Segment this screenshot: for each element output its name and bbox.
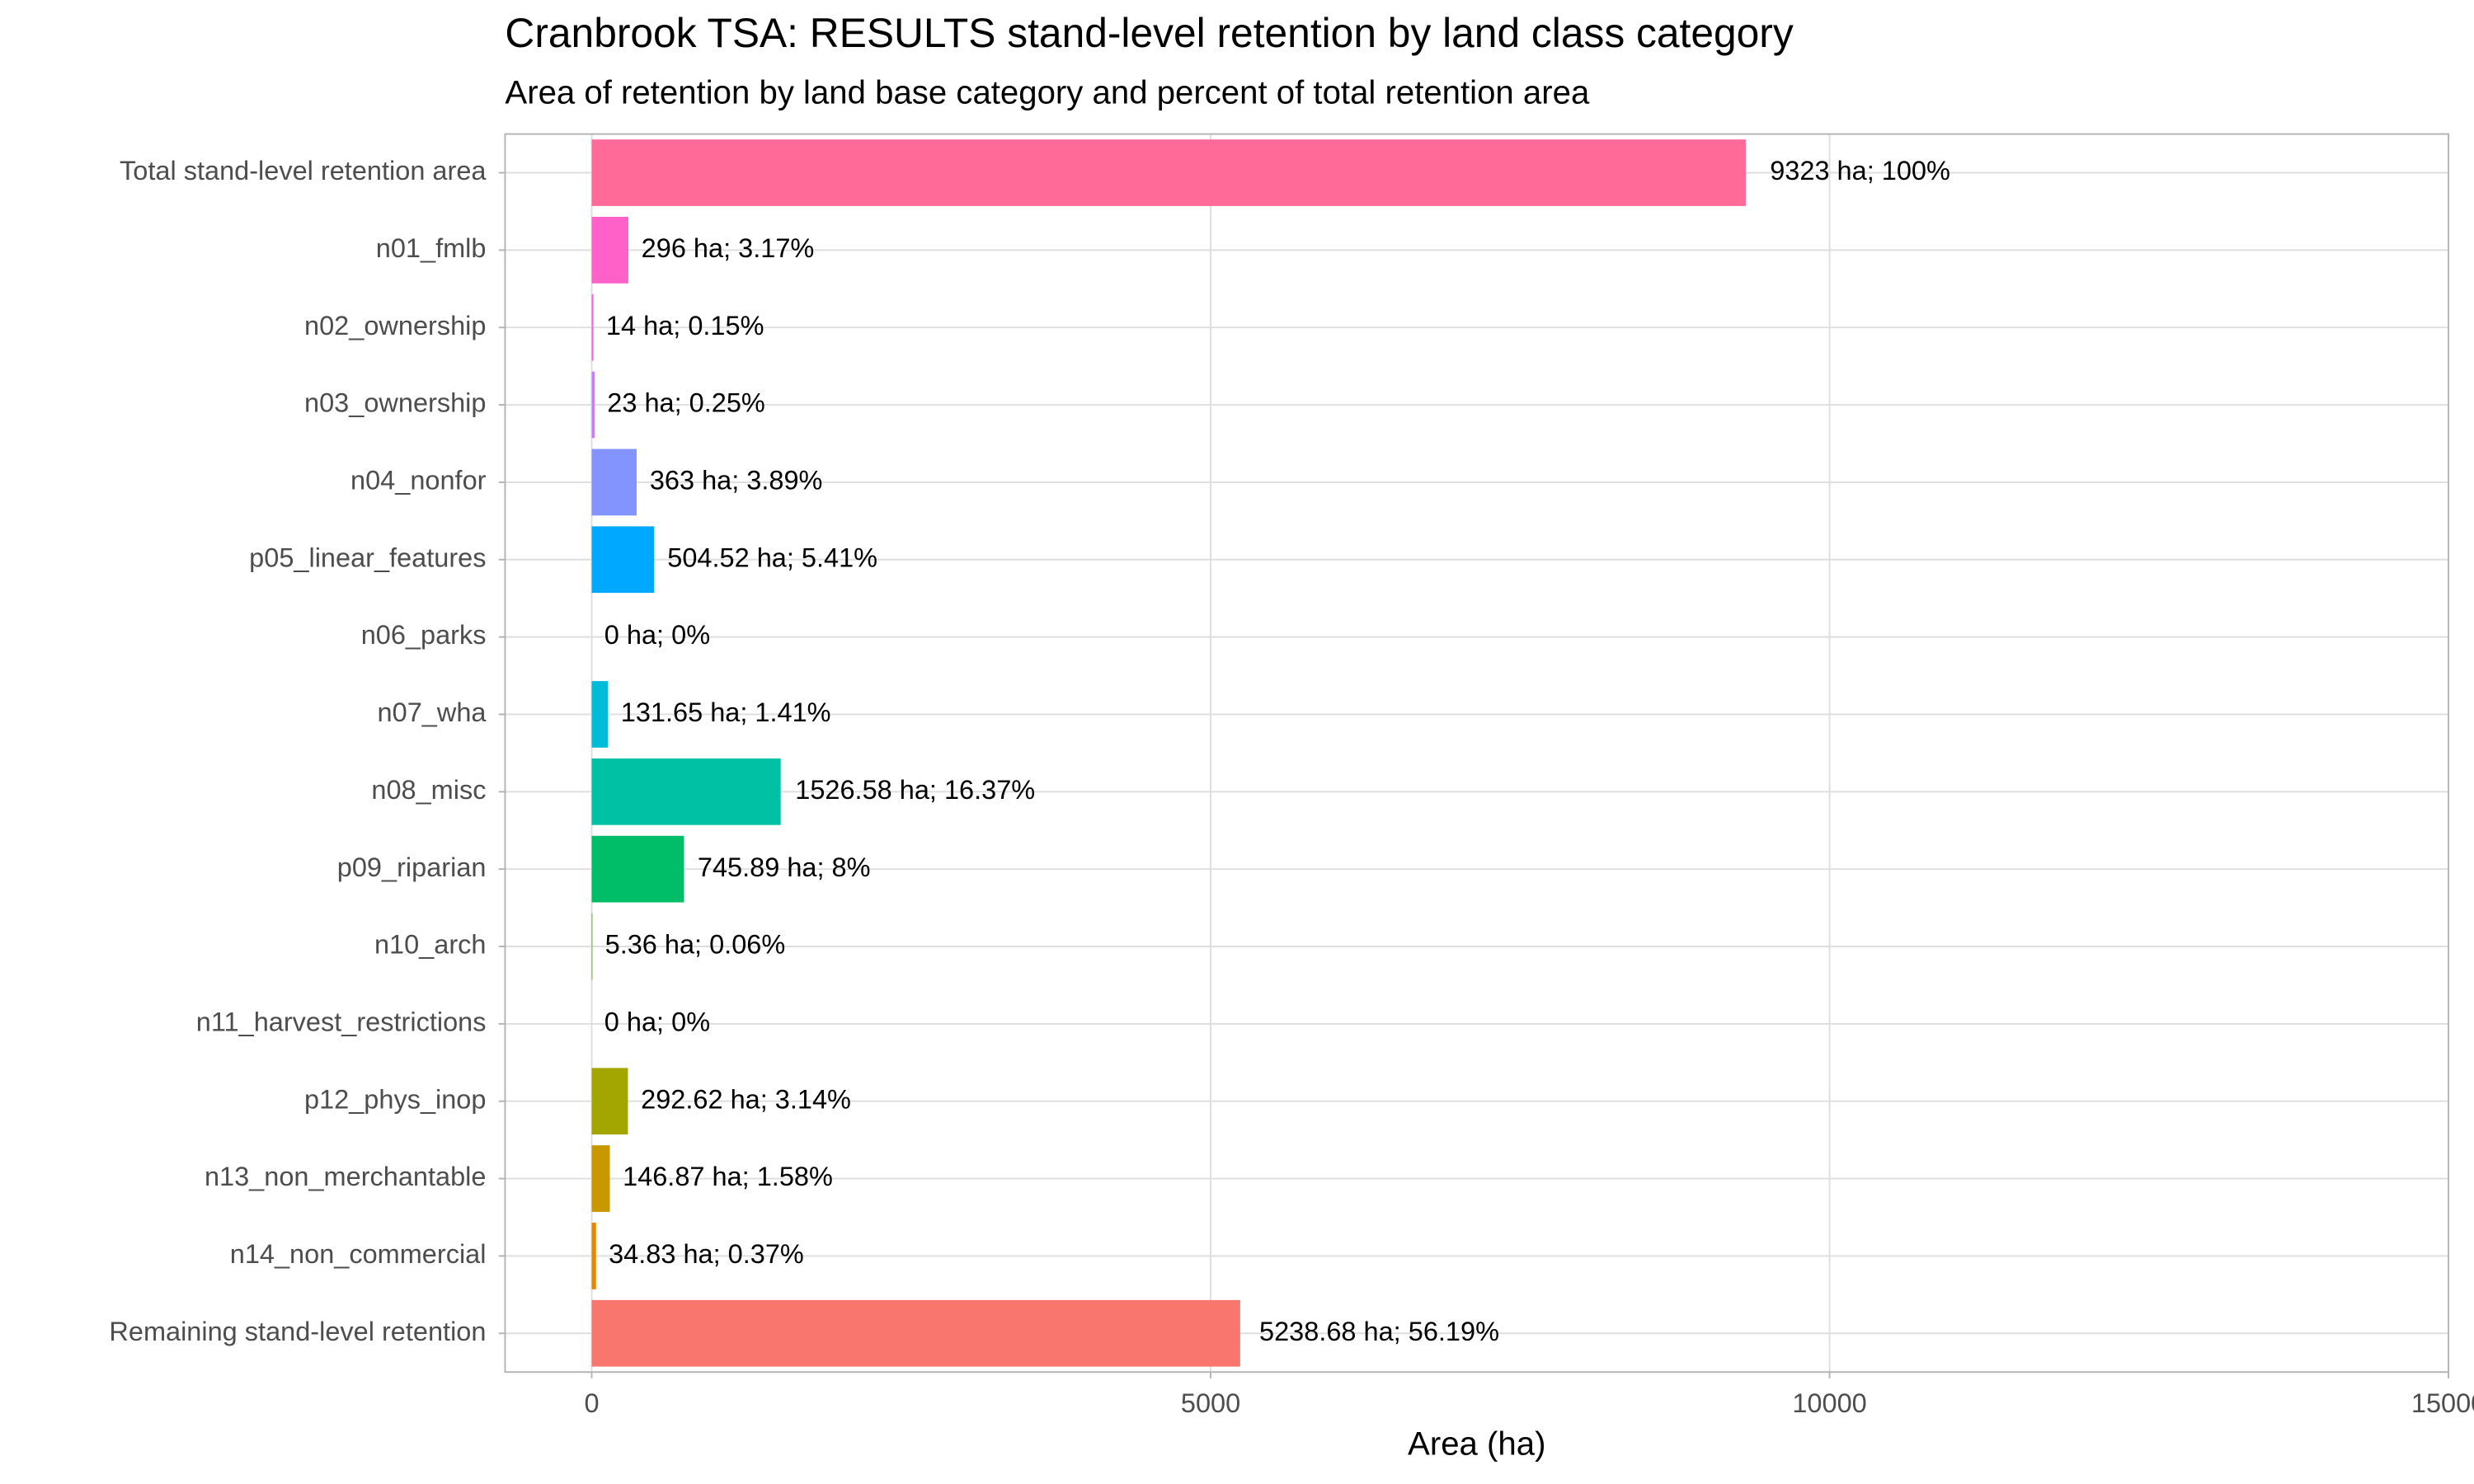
bar bbox=[591, 294, 594, 361]
bar bbox=[591, 1068, 628, 1135]
bar bbox=[591, 139, 1746, 206]
panel-border bbox=[504, 133, 2450, 1374]
value-label: 131.65 ha; 1.41% bbox=[621, 697, 831, 727]
y-tick-label: n01_fmlb bbox=[376, 233, 487, 263]
bar bbox=[591, 758, 781, 825]
y-tick-label: n10_arch bbox=[374, 930, 487, 960]
y-tick-label: n14_non_commercial bbox=[230, 1239, 487, 1269]
y-tick-label: n03_ownership bbox=[304, 388, 486, 418]
value-label: 9323 ha; 100% bbox=[1770, 156, 1950, 186]
y-tick-label: n13_non_merchantable bbox=[205, 1162, 487, 1191]
value-label: 363 ha; 3.89% bbox=[650, 466, 823, 495]
x-tick-label: 5000 bbox=[1181, 1388, 1240, 1418]
value-label: 5.36 ha; 0.06% bbox=[605, 930, 786, 960]
value-label: 34.83 ha; 0.37% bbox=[609, 1239, 804, 1269]
chart-title: Cranbrook TSA: RESULTS stand-level reten… bbox=[505, 10, 1793, 56]
y-tick-label: n04_nonfor bbox=[350, 466, 487, 495]
x-axis-title: Area (ha) bbox=[1408, 1425, 1545, 1463]
y-tick-label: Total stand-level retention area bbox=[120, 156, 487, 186]
x-tick-label: 10000 bbox=[1792, 1388, 1866, 1418]
bar bbox=[591, 835, 684, 903]
y-tick-label: n08_misc bbox=[371, 775, 486, 805]
bar bbox=[591, 371, 595, 439]
y-tick-label: n11_harvest_restrictions bbox=[196, 1007, 487, 1036]
bar bbox=[591, 1223, 596, 1289]
value-label: 745.89 ha; 8% bbox=[698, 852, 871, 882]
value-label: 146.87 ha; 1.58% bbox=[623, 1162, 833, 1191]
bar bbox=[591, 526, 655, 594]
bar bbox=[591, 448, 637, 516]
value-label: 0 ha; 0% bbox=[604, 1007, 710, 1036]
y-tick-label: n06_parks bbox=[361, 620, 487, 650]
y-tick-label: Remaining stand-level retention bbox=[109, 1317, 486, 1346]
y-tick-label: n02_ownership bbox=[304, 311, 486, 340]
y-tick-label: p09_riparian bbox=[337, 852, 487, 882]
bar bbox=[591, 913, 593, 980]
y-tick-label: n07_wha bbox=[378, 697, 487, 727]
value-label: 296 ha; 3.17% bbox=[642, 233, 815, 263]
bar bbox=[591, 1145, 610, 1212]
value-label: 23 ha; 0.25% bbox=[607, 388, 765, 418]
value-label: 0 ha; 0% bbox=[604, 620, 710, 650]
bar bbox=[591, 217, 628, 284]
value-label: 504.52 ha; 5.41% bbox=[667, 542, 877, 572]
value-label: 292.62 ha; 3.14% bbox=[641, 1084, 851, 1114]
bar bbox=[591, 1299, 1240, 1367]
value-label: 14 ha; 0.15% bbox=[606, 311, 764, 340]
x-tick-label: 0 bbox=[584, 1388, 599, 1418]
bar bbox=[591, 681, 609, 748]
x-tick-label: 15000 bbox=[2411, 1388, 2474, 1418]
chart-subtitle: Area of retention by land base category … bbox=[505, 73, 1590, 110]
value-label: 5238.68 ha; 56.19% bbox=[1259, 1317, 1499, 1346]
value-label: 1526.58 ha; 16.37% bbox=[795, 775, 1035, 805]
y-tick-label: p12_phys_inop bbox=[304, 1084, 486, 1114]
y-tick-label: p05_linear_features bbox=[249, 542, 486, 572]
